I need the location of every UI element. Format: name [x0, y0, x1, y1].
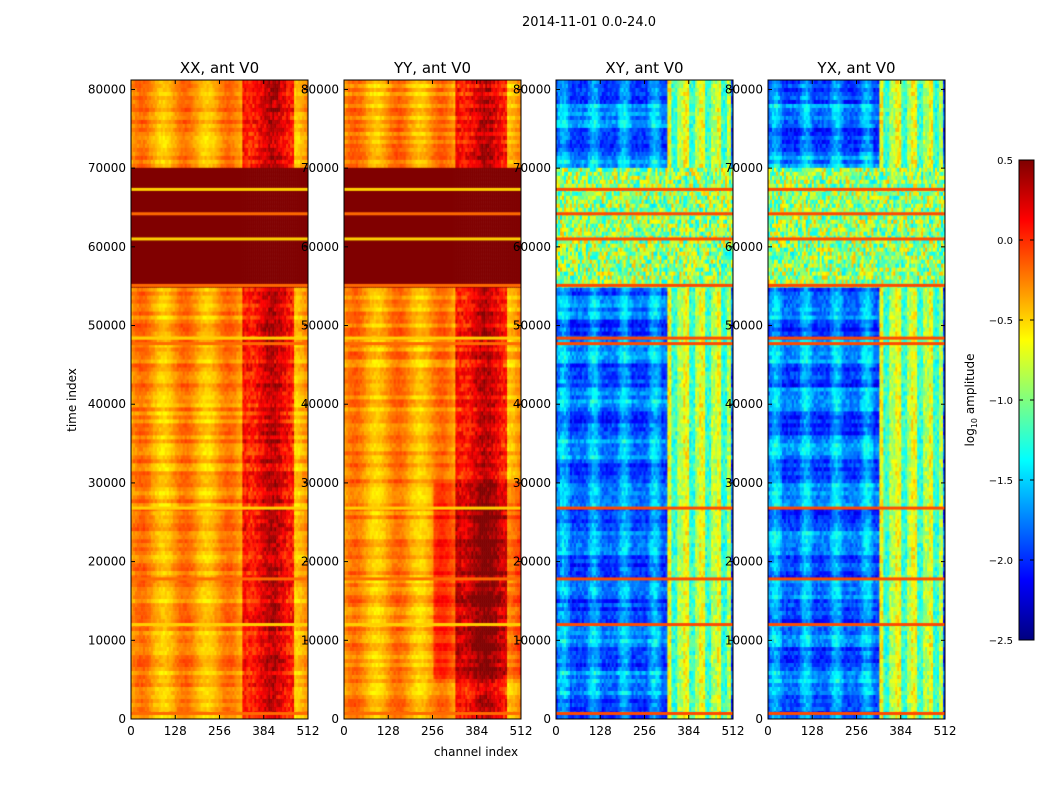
y-tick-label: 20000: [301, 555, 339, 569]
x-tick-label: 384: [465, 724, 488, 738]
y-tick-label: 70000: [301, 161, 339, 175]
y-tick-label: 0: [331, 712, 339, 726]
y-tick-label: 0: [118, 712, 126, 726]
x-tick-label: 512: [297, 724, 320, 738]
y-tick-label: 40000: [725, 397, 763, 411]
x-tick-label: 128: [801, 724, 824, 738]
x-tick-label: 128: [589, 724, 612, 738]
heatmap-image: [131, 80, 308, 719]
y-tick-label: 10000: [513, 633, 551, 647]
y-axis-label: time index: [65, 368, 79, 432]
colorbar-tick-label: 0.0: [997, 236, 1013, 247]
y-tick-label: 40000: [88, 397, 126, 411]
y-tick-label: 10000: [88, 633, 126, 647]
y-tick-label: 10000: [301, 633, 339, 647]
x-tick-label: 384: [252, 724, 275, 738]
x-tick-label: 512: [934, 724, 957, 738]
y-tick-label: 20000: [725, 555, 763, 569]
y-tick-label: 80000: [513, 82, 551, 96]
x-tick-label: 256: [421, 724, 444, 738]
y-tick-label: 50000: [725, 319, 763, 333]
x-tick-label: 128: [377, 724, 400, 738]
y-tick-label: 20000: [513, 555, 551, 569]
colorbar-tick-label: −2.0: [989, 556, 1013, 567]
panel-title: XY, ant V0: [605, 59, 683, 77]
colorbar: 0.5 0.0 −0.5 −1.0 −1.5 −2.0 −2.5 log10 amplitu…: [963, 156, 1035, 647]
x-tick-label: 0: [340, 724, 348, 738]
y-tick-label: 60000: [88, 240, 126, 254]
heatmap-image: [768, 80, 945, 719]
heatmap-image: [344, 80, 521, 719]
heatmap-image: [556, 80, 733, 719]
y-tick-label: 10000: [725, 633, 763, 647]
y-tick-label: 70000: [88, 161, 126, 175]
colorbar-tick-label: −1.0: [989, 396, 1013, 407]
y-tick-label: 30000: [88, 476, 126, 490]
y-tick-label: 80000: [88, 82, 126, 96]
heatmap-panel-2: YY, ant V0 0 128 256 384 512 0 10000 20000 30000 4…: [301, 59, 533, 738]
colorbar-tick-label: −1.5: [989, 476, 1013, 487]
y-tick-label: 50000: [513, 319, 551, 333]
x-tick-label: 128: [164, 724, 187, 738]
x-tick-label: 0: [552, 724, 560, 738]
x-tick-label: 256: [633, 724, 656, 738]
panel-title: XX, ant V0: [180, 59, 259, 77]
colorbar-label: log10 amplitude: [963, 354, 979, 447]
x-tick-label: 0: [764, 724, 772, 738]
y-tick-label: 30000: [725, 476, 763, 490]
heatmap-panel-3: XY, ant V0 0 128 256 384 512 0 10000 20000 30000 4…: [513, 59, 745, 738]
x-tick-label: 384: [677, 724, 700, 738]
y-tick-label: 60000: [513, 240, 551, 254]
x-tick-label: 384: [889, 724, 912, 738]
y-tick-label: 0: [543, 712, 551, 726]
y-tick-label: 20000: [88, 555, 126, 569]
heatmap-panel-1: XX, ant V0 0 128 256 384 512 0 10000 20000 30000 4…: [88, 59, 320, 738]
x-tick-label: 256: [845, 724, 868, 738]
y-tick-label: 60000: [725, 240, 763, 254]
heatmap-panel-4: YX, ant V0 0 128 256 384 512 0 10000 20000 30000 4…: [725, 59, 957, 738]
x-tick-label: 512: [510, 724, 533, 738]
figure-suptitle: 2014-11-01 0.0-24.0: [522, 15, 656, 30]
colorbar-tick-label: −0.5: [989, 316, 1013, 327]
colorbar-tick-label: 0.5: [997, 156, 1013, 167]
x-tick-label: 0: [127, 724, 135, 738]
y-tick-label: 50000: [88, 319, 126, 333]
colorbar-tick-label: −2.5: [989, 636, 1013, 647]
y-tick-label: 80000: [725, 82, 763, 96]
y-tick-label: 80000: [301, 82, 339, 96]
x-tick-label: 512: [722, 724, 745, 738]
panel-title: YY, ant V0: [393, 59, 471, 77]
y-tick-label: 0: [755, 712, 763, 726]
y-tick-label: 30000: [301, 476, 339, 490]
y-tick-label: 70000: [513, 161, 551, 175]
y-tick-label: 30000: [513, 476, 551, 490]
y-tick-label: 40000: [513, 397, 551, 411]
y-tick-label: 70000: [725, 161, 763, 175]
x-tick-label: 256: [208, 724, 231, 738]
y-tick-label: 40000: [301, 397, 339, 411]
y-tick-label: 50000: [301, 319, 339, 333]
panel-title: YX, ant V0: [816, 59, 895, 77]
y-tick-label: 60000: [301, 240, 339, 254]
x-axis-label: channel index: [434, 745, 518, 759]
